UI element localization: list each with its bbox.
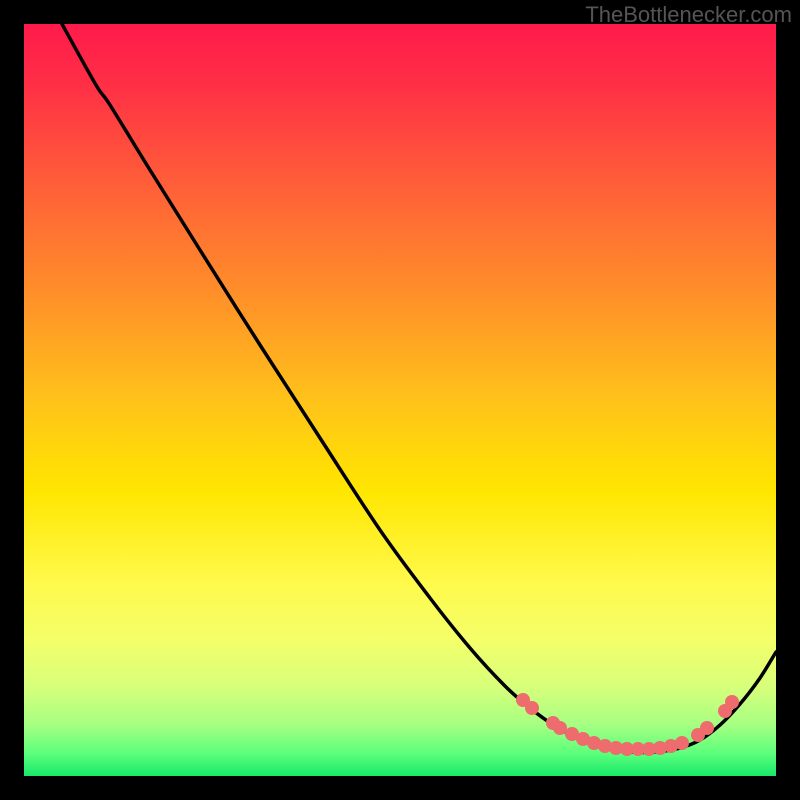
- plot-gradient: [24, 24, 776, 776]
- curve-marker: [525, 701, 539, 715]
- curve-marker: [725, 695, 739, 709]
- curve-marker: [700, 721, 714, 735]
- curve-marker: [675, 736, 689, 750]
- chart-svg: [0, 0, 800, 800]
- bottleneck-chart: TheBottlenecker.com: [0, 0, 800, 800]
- watermark-text: TheBottlenecker.com: [585, 2, 792, 28]
- curve-marker: [553, 721, 567, 735]
